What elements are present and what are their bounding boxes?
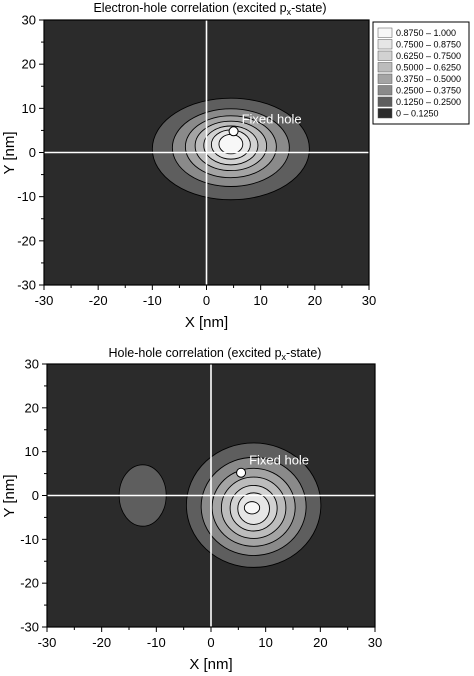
- legend-swatch: [377, 73, 393, 84]
- legend-box: [372, 21, 470, 125]
- bottom-contour-plot: Fixed hole -30 -20 -10 0 10 20 30 30 20 10 0 -10 -20 -…: [1, 357, 382, 674]
- legend-swatch: [377, 108, 393, 119]
- top-y-tick-label: -30: [17, 278, 36, 293]
- top-x-axis-label: X [nm]: [185, 314, 228, 331]
- bottom-x-tick-label: 20: [313, 635, 327, 650]
- top-x-tick-label: 0: [203, 293, 210, 308]
- legend-label: 0.2500 – 0.3750: [396, 86, 461, 96]
- legend-label: 0.3750 – 0.5000: [396, 74, 461, 84]
- legend-swatch: [377, 62, 393, 73]
- top-y-axis-label: Y [nm]: [1, 131, 18, 174]
- bottom-x-tick-label: 30: [368, 635, 382, 650]
- legend-label: 0 – 0.1250: [396, 109, 439, 119]
- legend-label: 0.8750 – 1.000: [396, 28, 456, 38]
- bottom-y-axis-label: Y [nm]: [1, 474, 18, 517]
- bottom-x-axis-label: X [nm]: [189, 656, 232, 673]
- top-fixed-hole-marker: [228, 126, 239, 137]
- bottom-x-tick-label: 0: [207, 635, 214, 650]
- legend-swatch: [377, 50, 393, 61]
- bottom-y-tick-label: -30: [20, 620, 39, 635]
- top-chart-title: Electron-hole correlation (excited px-st…: [93, 1, 326, 17]
- legend-label: 0.5000 – 0.6250: [396, 63, 461, 73]
- bottom-y-tick-label: 10: [25, 444, 39, 459]
- bottom-x-tick-label: -10: [147, 635, 166, 650]
- top-y-tick-label: 20: [22, 57, 36, 72]
- legend-label: 0.7500 – 0.8750: [396, 40, 461, 50]
- top-x-tick-label: -30: [35, 293, 54, 308]
- bottom-x-tick-label: -20: [92, 635, 111, 650]
- legend-swatch: [377, 96, 393, 107]
- bottom-y-tick-label: -20: [20, 576, 39, 591]
- legend-swatch: [377, 39, 393, 50]
- legend-swatch: [377, 85, 393, 96]
- top-x-tick-label: -10: [143, 293, 162, 308]
- top-x-tick-label: 30: [362, 293, 376, 308]
- top-contour-plot: Fixed hole -30 -20 -10 0 10 20 30 30 20 10 0 -10 -20 -…: [1, 13, 376, 332]
- bottom-y-tick-label: 30: [25, 357, 39, 372]
- legend-label: 0.1250 – 0.2500: [396, 97, 461, 107]
- bottom-chart-title: Hole-hole correlation (excited px-state): [109, 346, 322, 362]
- top-x-tick-label: -20: [89, 293, 108, 308]
- top-y-tick-label: 10: [22, 101, 36, 116]
- top-y-tick-label: -10: [17, 189, 36, 204]
- bottom-x-tick-label: 10: [258, 635, 272, 650]
- legend-swatch: [377, 27, 393, 38]
- bottom-x-tick-label: -30: [38, 635, 57, 650]
- bottom-y-tick-label: 0: [32, 488, 39, 503]
- bottom-y-tick-label: -10: [20, 532, 39, 547]
- top-y-tick-label: 30: [22, 13, 36, 28]
- bottom-contour-level-7: [243, 501, 261, 515]
- bottom-fixed-hole-marker: [236, 467, 247, 478]
- top-y-tick-label: -20: [17, 233, 36, 248]
- top-y-tick-label: 0: [29, 145, 36, 160]
- top-x-tick-label: 10: [253, 293, 267, 308]
- bottom-y-tick-label: 20: [25, 400, 39, 415]
- top-x-tick-label: 20: [308, 293, 322, 308]
- top-fixed-hole-label: Fixed hole: [242, 111, 302, 126]
- legend-label: 0.6250 – 0.7500: [396, 51, 461, 61]
- top-contour-level-7: [218, 133, 244, 155]
- bottom-fixed-hole-label: Fixed hole: [249, 453, 309, 468]
